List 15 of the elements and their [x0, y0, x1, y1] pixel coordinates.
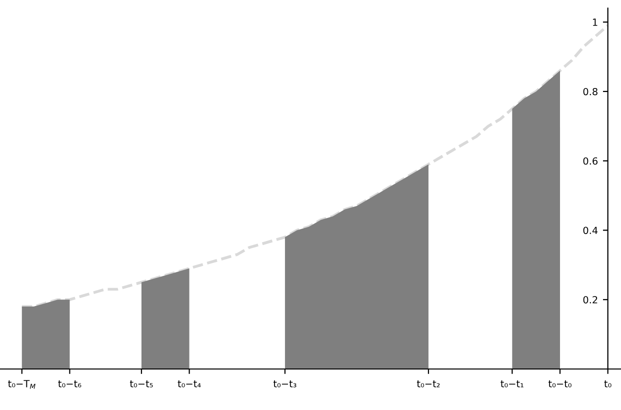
x-tick-label: t₀: [604, 380, 612, 388]
x-tick-label: t₀−t₃: [273, 380, 296, 388]
x-tick-label: t₀−t₅: [130, 380, 153, 388]
y-tick-label: 0.2: [583, 296, 598, 304]
x-tick-label: t₀−t₆: [58, 380, 82, 388]
x-tick-label: t₀−t₁: [500, 380, 524, 388]
x-tick-label: t₀−T$_{M}$: [8, 380, 36, 389]
x-tick-label: t₀−t₄: [178, 380, 201, 388]
y-tick-label: 0.4: [583, 226, 598, 234]
y-tick-label: 0.8: [583, 88, 598, 96]
y-tick-label: 1: [593, 18, 598, 26]
line-series: [20, 24, 610, 308]
y-tick-label: 0.6: [583, 157, 598, 165]
x-tick-label: t₀−t₂: [416, 380, 440, 388]
x-tick-label: t₀−t₀: [548, 380, 572, 388]
